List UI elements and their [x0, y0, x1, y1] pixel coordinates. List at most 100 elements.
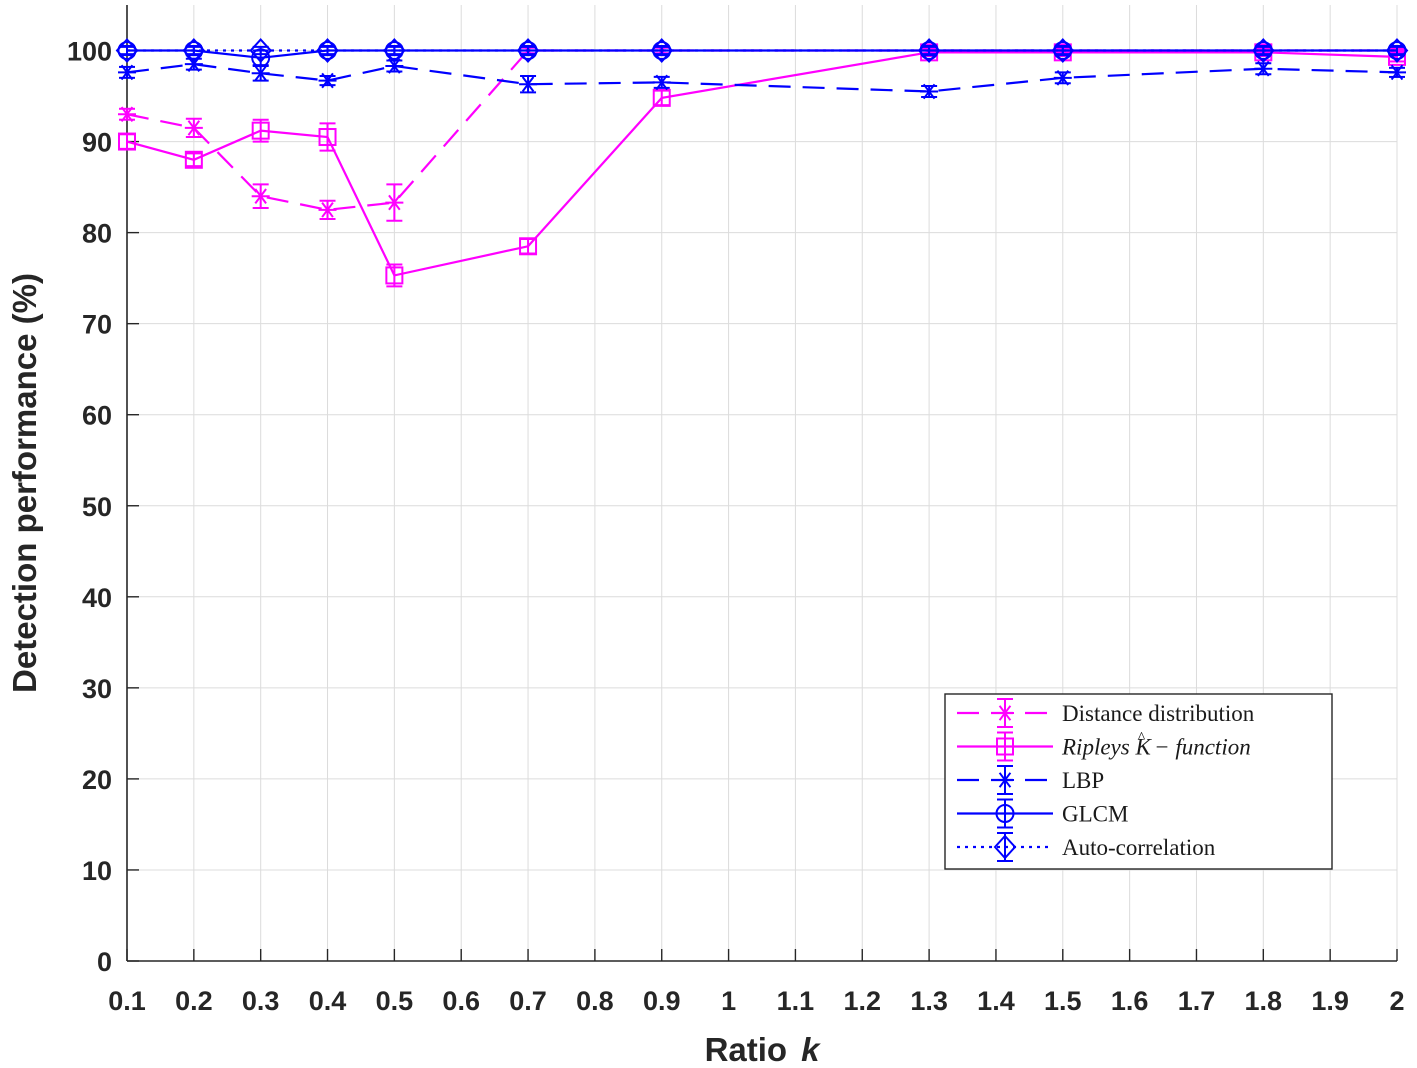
x-tick-label: 0.3: [242, 986, 280, 1016]
x-tick-label: 0.5: [376, 986, 414, 1016]
x-tick-label: 1.4: [977, 986, 1015, 1016]
data-point: [920, 83, 939, 100]
legend-marker: [996, 737, 1014, 756]
asterisk-stroke: [187, 56, 201, 72]
data-point: [652, 88, 671, 107]
legend-label: GLCM: [1062, 802, 1128, 827]
data-point: [519, 76, 538, 93]
asterisk-stroke: [1257, 60, 1270, 77]
x-tick-label: 1: [721, 986, 736, 1016]
y-tick-label: 30: [82, 674, 112, 704]
y-tick-label: 20: [82, 765, 112, 795]
x-tick-label: 1.3: [910, 986, 948, 1016]
y-tick-label: 10: [82, 856, 112, 886]
asterisk-stroke: [120, 106, 134, 123]
y-tick-label: 80: [82, 219, 112, 249]
data-point: [318, 128, 337, 147]
data-point: [1053, 70, 1072, 86]
data-point: [652, 41, 672, 61]
data-point: [251, 121, 270, 140]
data-point: [249, 38, 273, 64]
asterisk-stroke: [254, 65, 267, 82]
x-tick-label: 0.1: [108, 986, 146, 1016]
data-point: [385, 58, 404, 74]
asterisk-stroke: [321, 202, 334, 218]
asterisk-stroke: [1390, 64, 1404, 81]
data-point: [917, 38, 941, 64]
data-point: [1388, 64, 1406, 81]
data-point: [316, 38, 339, 64]
data-point: [118, 64, 136, 81]
data-point: [383, 38, 406, 64]
legend-label-part: − function: [1148, 735, 1250, 760]
data-point: [184, 56, 203, 72]
x-tick-label: 1.1: [777, 986, 815, 1016]
legend-marker: [996, 705, 1014, 721]
x-tick-label: 1.5: [1044, 986, 1082, 1016]
x-axis-title: Ratio k: [705, 1031, 822, 1068]
legend-entry: Auto-correlation: [957, 832, 1216, 862]
x-tick-label: 1.6: [1111, 986, 1149, 1016]
data-point: [650, 38, 674, 64]
legend: Distance distribution Ripleys K^ − functi…: [944, 693, 1333, 870]
legend-label-symbol: K: [1134, 735, 1152, 760]
x-tick-label: 1.8: [1245, 986, 1283, 1016]
x-tick-label: 1.7: [1178, 986, 1216, 1016]
asterisk-stroke: [254, 188, 267, 204]
legend-entry: GLCM: [957, 798, 1128, 829]
asterisk-stroke: [655, 74, 668, 91]
y-tick-label: 60: [82, 401, 112, 431]
data-point: [184, 150, 203, 169]
data-point: [1254, 60, 1273, 77]
asterisk-stroke: [998, 705, 1012, 721]
y-axis-title: Detection performance (%): [6, 273, 43, 693]
data-point: [519, 237, 538, 256]
legend-marker: [995, 804, 1015, 823]
asterisk-stroke: [321, 72, 334, 89]
legend-marker: [996, 772, 1014, 788]
data-point: [318, 72, 337, 89]
x-tick-label: 0.7: [509, 986, 547, 1016]
data-point: [1387, 41, 1407, 61]
legend-label-hat: ^: [1138, 730, 1146, 747]
data-point: [652, 74, 671, 91]
x-tick-label: 0.6: [442, 986, 480, 1016]
x-tick-label: 0.4: [309, 986, 347, 1016]
data-point: [1051, 38, 1075, 64]
axes: 0.1 0.2 0.3 0.4 0.5 0.6 0.7 0.8 0.9 1 1.1 1.2 1.3 1.4…: [67, 5, 1405, 1016]
data-point: [318, 202, 337, 218]
y-tick-label: 40: [82, 583, 112, 613]
data-point: [251, 65, 270, 82]
x-tick-label: 0.8: [576, 986, 614, 1016]
data-point: [1385, 38, 1409, 64]
asterisk-stroke: [187, 120, 201, 136]
x-tick-label: 0.9: [643, 986, 681, 1016]
asterisk-stroke: [388, 194, 401, 211]
legend-label: Distance distribution: [1062, 701, 1255, 726]
asterisk-stroke: [521, 76, 535, 93]
legend-label: LBP: [1062, 768, 1104, 793]
data-point: [251, 188, 270, 204]
data-point: [115, 38, 139, 64]
legend-entry: LBP: [957, 765, 1104, 795]
legend-label: Ripleys K^ − function: [1061, 730, 1251, 760]
legend-entry: Ripleys K^ − function: [957, 730, 1251, 762]
asterisk-stroke: [922, 83, 936, 100]
y-tick-label: 70: [82, 310, 112, 340]
legend-marker: [993, 834, 1017, 860]
data-point: [385, 194, 404, 211]
series-auto-correlation: [115, 38, 1409, 64]
data-point: [118, 106, 136, 123]
y-tick-label: 0: [97, 947, 112, 977]
data-point: [182, 38, 206, 64]
y-tick-label: 50: [82, 492, 112, 522]
series-line: [126, 63, 1398, 93]
y-tick-label: 90: [82, 128, 112, 158]
asterisk-stroke: [120, 64, 134, 81]
x-tick-label: 1.9: [1311, 986, 1349, 1016]
x-tick-label: 1.2: [843, 986, 881, 1016]
data-point: [184, 120, 203, 136]
asterisk-stroke: [1056, 70, 1069, 86]
x-tick-label: 2: [1389, 986, 1404, 1016]
